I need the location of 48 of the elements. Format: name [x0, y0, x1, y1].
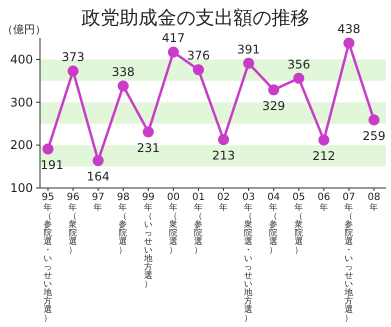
data-label: 212: [312, 149, 336, 163]
point: [168, 46, 179, 58]
point: [293, 72, 304, 84]
data-label: 438: [337, 22, 360, 36]
data-label: 373: [62, 50, 85, 64]
chart-title: 政党助成金の支出額の推移: [82, 7, 310, 29]
data-label: 213: [212, 148, 235, 163]
point: [268, 84, 280, 96]
category-label: 99年（いっせい地方選）: [142, 192, 155, 290]
x-tick-label: 08年: [368, 192, 380, 213]
x-tick-label: 02年: [217, 192, 230, 213]
y-tick-label: 200: [10, 138, 33, 152]
x-tick-label: 01年（参院選）: [192, 192, 205, 256]
x-tick-label: 06年: [317, 192, 330, 213]
category-label: 07年（参院選・いっせい地方選）: [342, 192, 356, 324]
y-tick-label: 400: [10, 52, 33, 66]
x-tick-label: 98年（参院選）: [116, 192, 130, 256]
x-tick-label: 05年（衆院選）: [292, 192, 306, 256]
y-axis-title: （億円）: [2, 23, 46, 36]
y-tick-label: 300: [10, 95, 33, 110]
data-label: 356: [287, 57, 310, 72]
x-tick-label: 97年: [92, 192, 105, 213]
data-label: 231: [136, 140, 160, 155]
point: [142, 126, 154, 138]
data-label: 259: [362, 128, 386, 143]
point: [343, 38, 354, 49]
point: [42, 144, 54, 154]
data-label: 391: [237, 42, 260, 56]
point: [318, 134, 330, 146]
point: [368, 114, 380, 126]
point: [192, 64, 204, 76]
category-label: 95年（参院選・いっせい地方選）: [42, 192, 54, 324]
data-label: 417: [162, 31, 185, 46]
data-label: 338: [112, 65, 135, 79]
point: [68, 66, 79, 76]
data-label: 164: [86, 170, 110, 184]
y-tick-label: 100: [10, 181, 33, 195]
point: [218, 134, 230, 146]
x-tick-label: 96年（衆院選）: [66, 192, 80, 256]
x-tick-label: 04年（参院選）: [267, 192, 280, 256]
point: [243, 58, 254, 69]
point: [118, 80, 129, 92]
category-label: 03年（衆院選・いっせい地方選）: [242, 192, 255, 324]
point: [92, 155, 104, 166]
data-label: 329: [262, 98, 286, 113]
data-label: 191: [40, 158, 64, 172]
x-tick-label: 00年（衆院選）: [167, 192, 180, 256]
data-label: 376: [187, 48, 210, 63]
